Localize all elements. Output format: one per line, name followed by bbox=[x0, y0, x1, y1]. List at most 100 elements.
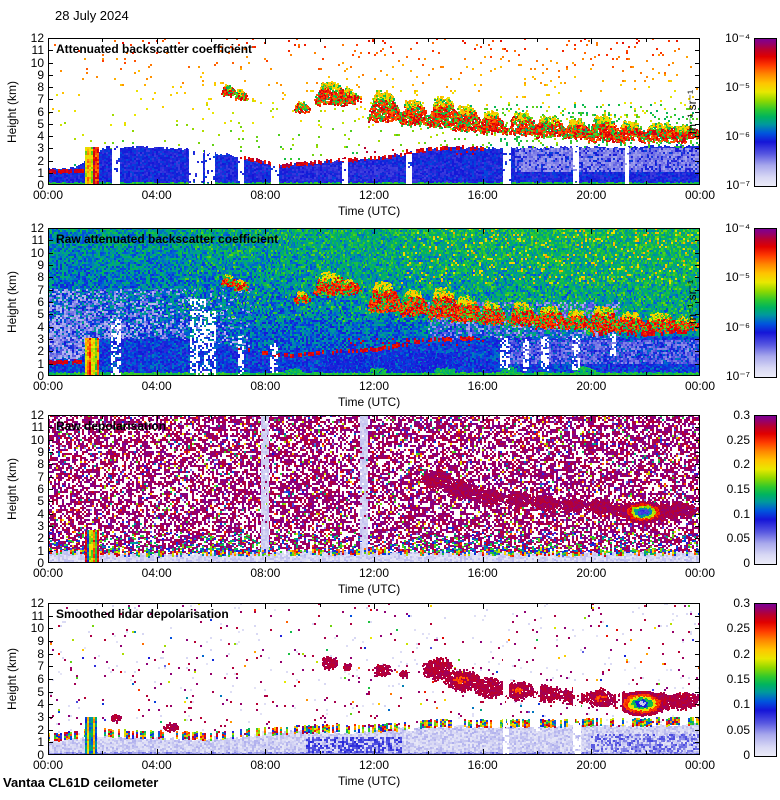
instrument-label: Vantaa CL61D ceilometer bbox=[3, 775, 159, 790]
y-tick-label: 10 bbox=[30, 245, 44, 260]
colorbar-gradient bbox=[754, 38, 777, 187]
panel-3-title: Raw depolarisation bbox=[56, 419, 167, 433]
y-tick-label: 9 bbox=[37, 634, 44, 648]
x-tick-label: 12:00 bbox=[358, 566, 390, 580]
y-tick-label: 5 bbox=[37, 307, 44, 322]
x-axis-label: Time (UTC) bbox=[338, 204, 401, 218]
y-tick-label: 6 bbox=[37, 482, 44, 496]
y-tick-label: 8 bbox=[37, 457, 44, 472]
x-tick-label: 04:00 bbox=[141, 566, 172, 580]
x-tick-label: 00:00 bbox=[32, 379, 64, 393]
colorbar-tick-label: 0.1 bbox=[733, 697, 750, 712]
y-tick-label: 3 bbox=[37, 519, 44, 533]
heatmap-panel-2 bbox=[48, 228, 700, 376]
y-tick-label: 1 bbox=[37, 356, 44, 371]
colorbar-gradient bbox=[754, 415, 777, 565]
y-tick-label: 4 bbox=[37, 319, 44, 334]
y-tick-label: 2 bbox=[37, 531, 44, 546]
heatmap-panel-3 bbox=[48, 415, 700, 563]
colorbar-tick-label: 10⁻⁷ bbox=[725, 178, 750, 192]
y-tick-label: 6 bbox=[37, 672, 44, 686]
colorbar-tick-label: 10⁻⁴ bbox=[725, 31, 750, 45]
y-tick-label: 5 bbox=[37, 116, 44, 131]
y-tick-label: 11 bbox=[31, 43, 44, 58]
y-tick-label: 12 bbox=[30, 408, 44, 422]
y-tick-label: 9 bbox=[37, 445, 44, 459]
x-tick-label: 04:00 bbox=[141, 758, 172, 772]
y-tick-label: 2 bbox=[37, 722, 44, 737]
y-tick-label: 1 bbox=[37, 735, 44, 750]
y-tick-label: 9 bbox=[37, 258, 44, 272]
y-tick-label: 4 bbox=[37, 697, 44, 712]
y-tick-label: 0 bbox=[37, 748, 44, 762]
y-tick-label: 8 bbox=[37, 646, 44, 661]
colorbar-unit-label: m⁻¹ sr⁻¹ bbox=[685, 89, 699, 134]
y-tick-label: 4 bbox=[37, 129, 44, 143]
colorbar-tick-label: 0 bbox=[743, 748, 750, 762]
colorbar-gradient bbox=[754, 228, 777, 378]
x-tick-label: 12:00 bbox=[358, 188, 390, 202]
y-axis-label: Height (km) bbox=[5, 457, 19, 521]
x-tick-label: 08:00 bbox=[250, 188, 281, 202]
y-tick-label: 7 bbox=[37, 659, 44, 674]
x-axis-label: Time (UTC) bbox=[338, 395, 401, 409]
y-tick-label: 11 bbox=[31, 420, 44, 435]
y-tick-label: 5 bbox=[37, 494, 44, 509]
y-tick-label: 6 bbox=[37, 295, 44, 309]
x-tick-label: 16:00 bbox=[467, 758, 498, 772]
y-tick-label: 3 bbox=[37, 710, 44, 724]
x-tick-label: 04:00 bbox=[141, 379, 172, 393]
y-tick-label: 10 bbox=[30, 55, 44, 70]
panel-4-title: Smoothed lidar depolarisation bbox=[56, 607, 229, 621]
colorbar-tick-label: 0.05 bbox=[726, 531, 750, 546]
y-tick-label: 3 bbox=[37, 332, 44, 346]
y-tick-label: 2 bbox=[37, 153, 44, 168]
heatmap-panel-1 bbox=[48, 38, 700, 185]
y-axis-label: Height (km) bbox=[5, 647, 19, 711]
colorbar-tick-label: 10⁻⁷ bbox=[725, 369, 750, 383]
colorbar-tick-label: 0.2 bbox=[733, 457, 750, 472]
colorbar-tick-label: 0.25 bbox=[726, 621, 750, 636]
colorbar-tick-label: 0.2 bbox=[733, 646, 750, 661]
x-tick-label: 20:00 bbox=[576, 379, 607, 393]
y-tick-label: 8 bbox=[37, 80, 44, 94]
colorbar-tick-label: 10⁻⁶ bbox=[725, 319, 750, 334]
colorbar-tick-label: 0 bbox=[743, 556, 750, 570]
colorbar-tick-label: 0.3 bbox=[733, 408, 750, 422]
colorbar-tick-label: 0.15 bbox=[726, 482, 750, 496]
y-tick-label: 5 bbox=[37, 684, 44, 699]
x-tick-label: 00:00 bbox=[684, 566, 716, 580]
y-tick-label: 1 bbox=[37, 165, 44, 180]
x-tick-label: 12:00 bbox=[358, 758, 390, 772]
date-label: 28 July 2024 bbox=[55, 8, 129, 23]
x-tick-label: 20:00 bbox=[576, 188, 607, 202]
y-tick-label: 0 bbox=[37, 556, 44, 570]
y-tick-label: 12 bbox=[30, 31, 44, 45]
y-tick-label: 11 bbox=[31, 608, 44, 623]
colorbar-tick-label: 0.1 bbox=[733, 506, 750, 521]
y-tick-label: 7 bbox=[37, 282, 44, 297]
y-tick-label: 7 bbox=[37, 92, 44, 107]
x-tick-label: 00:00 bbox=[684, 379, 716, 393]
x-tick-label: 16:00 bbox=[467, 379, 498, 393]
colorbar-unit-label: m⁻¹ sr⁻¹ bbox=[685, 280, 699, 324]
x-tick-label: 00:00 bbox=[32, 566, 64, 580]
x-tick-label: 08:00 bbox=[250, 566, 281, 580]
heatmap-panel-4 bbox=[48, 603, 700, 755]
y-tick-label: 4 bbox=[37, 506, 44, 521]
colorbar-tick-label: 0.25 bbox=[726, 432, 750, 447]
panel-1-title: Attenuated backscatter coefficient bbox=[56, 42, 253, 56]
colorbar-gradient bbox=[754, 603, 777, 757]
x-tick-label: 12:00 bbox=[358, 379, 390, 393]
colorbar-tick-label: 0.3 bbox=[733, 596, 750, 610]
colorbar-tick-label: 10⁻⁴ bbox=[725, 221, 750, 235]
x-tick-label: 08:00 bbox=[250, 758, 281, 772]
y-axis-label: Height (km) bbox=[5, 80, 19, 143]
x-tick-label: 00:00 bbox=[32, 188, 64, 202]
panel-2-title: Raw attenuated backscatter coefficient bbox=[56, 232, 279, 246]
x-tick-label: 04:00 bbox=[141, 188, 172, 202]
colorbar-tick-label: 0.05 bbox=[726, 722, 750, 737]
x-axis-label: Time (UTC) bbox=[338, 582, 401, 596]
x-tick-label: 16:00 bbox=[467, 188, 498, 202]
